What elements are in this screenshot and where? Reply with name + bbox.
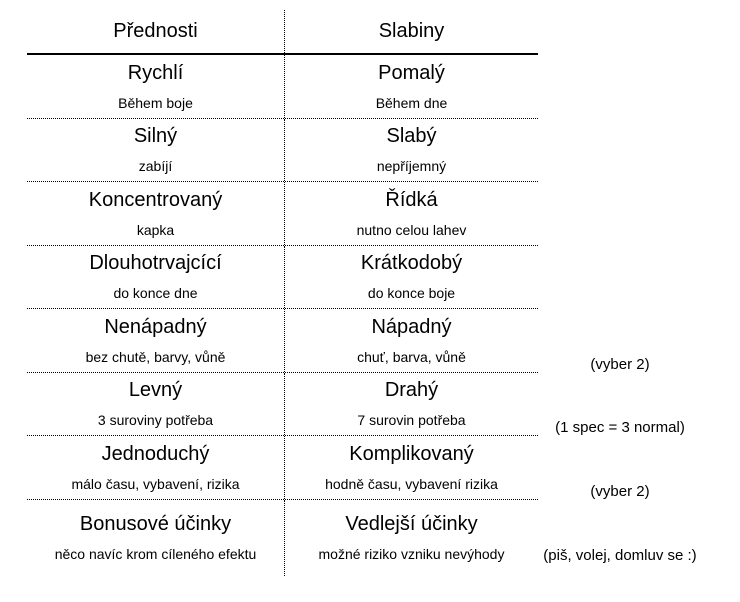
row-side-note: (1 spec = 3 normal) — [555, 419, 685, 437]
weakness-subtitle-wrap: 7 surovin potřeba (1 spec = 3 normal) — [285, 404, 684, 436]
weakness-subtitle-wrap: chuť, barva, vůně (vyber 2) — [285, 341, 649, 373]
weakness-subtitle: chuť, barva, vůně — [357, 348, 466, 365]
pros-cons-table: Přednosti Slabiny Rychlí Během boje Poma… — [27, 10, 697, 576]
weakness-title: Vedlejší účinky — [345, 513, 478, 535]
weakness-subtitle-wrap: nepříjemný — [285, 150, 538, 176]
weakness-title: Drahý — [384, 379, 439, 402]
strength-cell: Rychlí Během boje — [27, 55, 285, 118]
weakness-title: Slabý — [386, 125, 437, 148]
weakness-subtitle: Během dne — [375, 94, 448, 111]
weakness-cell: Řídká nutno celou lahev — [285, 182, 538, 245]
strength-title: Dlouhotrvajcící — [89, 252, 222, 275]
weakness-subtitle: nutno celou lahev — [356, 221, 467, 238]
strength-title: Nenápadný — [104, 315, 207, 338]
strength-cell: Jednoduchý málo času, vybavení, rizika — [27, 436, 285, 499]
weakness-subtitle-wrap: Během dne — [285, 87, 538, 113]
row-side-note: (vyber 2) — [590, 355, 650, 373]
table-row: Silný zabíjí Slabý nepříjemný — [27, 118, 538, 182]
strength-title: Levný — [128, 379, 183, 402]
weakness-subtitle: hodně času, vybavení rizika — [325, 475, 498, 492]
weakness-subtitle-wrap: hodně času, vybavení rizika (vyber 2) — [285, 468, 649, 500]
column-header-slabiny: Slabiny — [378, 20, 445, 42]
table-row: Levný 3 suroviny potřeba Drahý 7 surovin… — [27, 372, 685, 436]
weakness-cell: Nápadný chuť, barva, vůně (vyber 2) — [285, 309, 649, 373]
strength-subtitle: málo času, vybavení, rizika — [71, 475, 240, 492]
weakness-title: Komplikovaný — [349, 442, 474, 465]
table-row: Bonusové účinky něco navíc krom cíleného… — [27, 499, 697, 576]
weakness-title: Pomalý — [378, 61, 445, 84]
weakness-cell: Slabý nepříjemný — [285, 119, 538, 182]
strength-cell: Koncentrovaný kapka — [27, 182, 285, 245]
table-header-row: Přednosti Slabiny — [27, 10, 538, 55]
strength-title: Jednoduchý — [101, 442, 210, 465]
weakness-subtitle-wrap: do konce boje — [285, 277, 538, 303]
row-side-note: (piš, volej, domluv se :) — [543, 547, 697, 564]
weakness-subtitle: do konce boje — [367, 285, 456, 302]
table-row: Jednoduchý málo času, vybavení, rizika K… — [27, 436, 650, 500]
strength-title: Bonusové účinky — [79, 513, 232, 535]
strength-subtitle: kapka — [136, 221, 175, 238]
weakness-subtitle-wrap: možné riziko vzniku nevýhody (piš, volej… — [285, 538, 697, 564]
strength-cell: Dlouhotrvajcící do konce dne — [27, 245, 285, 308]
strength-subtitle: zabíjí — [138, 158, 173, 175]
weakness-subtitle-wrap: nutno celou lahev — [285, 214, 538, 240]
table-row: Dlouhotrvajcící do konce dne Krátkodobý … — [27, 245, 538, 309]
strength-cell: Silný zabíjí — [27, 118, 285, 181]
strength-subtitle: bez chutě, barvy, vůně — [85, 348, 226, 365]
strength-cell: Levný 3 suroviny potřeba — [27, 372, 285, 435]
strength-subtitle: do konce dne — [113, 285, 198, 302]
weakness-cell: Pomalý Během dne — [285, 55, 538, 118]
table-row: Rychlí Během boje Pomalý Během dne — [27, 55, 538, 119]
strength-title: Koncentrovaný — [88, 188, 223, 211]
strength-title: Rychlí — [127, 61, 184, 84]
weakness-cell: Komplikovaný hodně času, vybavení rizika… — [285, 436, 649, 500]
strength-subtitle: 3 suroviny potřeba — [97, 412, 214, 429]
strength-cell: Nenápadný bez chutě, barvy, vůně — [27, 309, 285, 372]
row-side-note: (vyber 2) — [590, 482, 650, 500]
table-row: Koncentrovaný kapka Řídká nutno celou la… — [27, 182, 538, 246]
weakness-title: Nápadný — [371, 315, 452, 338]
weakness-cell: Krátkodobý do konce boje — [285, 246, 538, 309]
weakness-title: Řídká — [385, 188, 438, 211]
column-header-prednosti: Přednosti — [27, 10, 285, 53]
strength-subtitle: něco navíc krom cíleného efektu — [54, 546, 257, 562]
weakness-cell: Drahý 7 surovin potřeba (1 spec = 3 norm… — [285, 373, 684, 436]
weakness-title: Krátkodobý — [360, 252, 463, 275]
weakness-subtitle: 7 surovin potřeba — [357, 412, 466, 429]
weakness-cell: Vedlejší účinky možné riziko vzniku nevý… — [285, 500, 697, 576]
weakness-subtitle: nepříjemný — [376, 158, 447, 175]
strength-title: Silný — [133, 125, 178, 148]
weakness-subtitle: možné riziko vzniku nevýhody — [318, 546, 505, 562]
strength-subtitle: Během boje — [118, 94, 193, 111]
table-row: Nenápadný bez chutě, barvy, vůně Nápadný… — [27, 309, 650, 373]
strength-cell: Bonusové účinky něco navíc krom cíleného… — [27, 499, 285, 576]
